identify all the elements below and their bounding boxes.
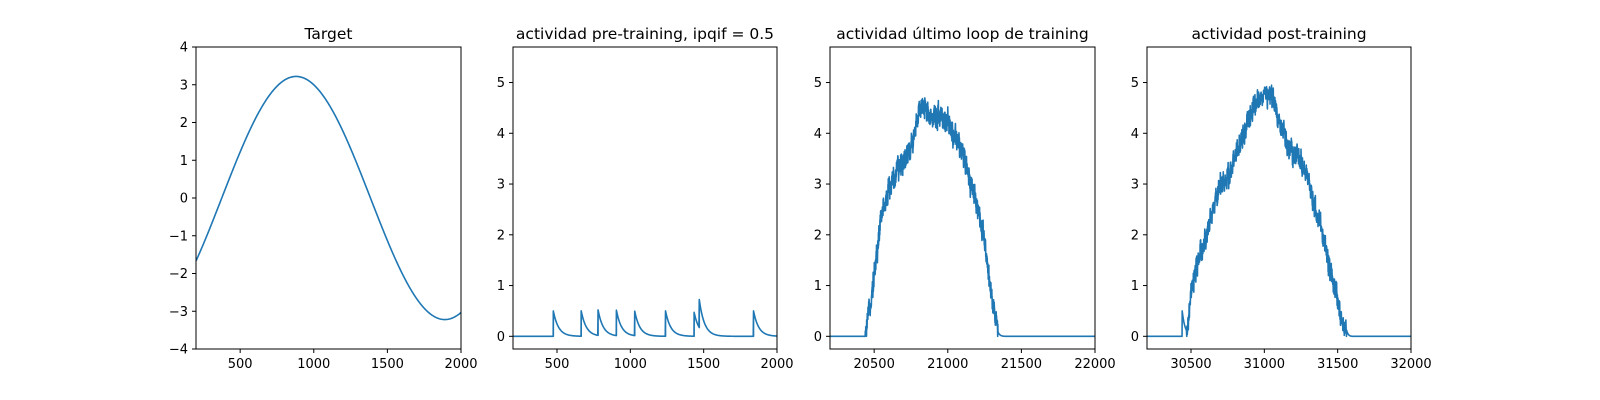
y-tick-label: 5 — [497, 76, 505, 91]
y-tick-label: 2 — [1131, 228, 1139, 243]
y-tick-label: 0 — [497, 330, 505, 345]
y-tick-label: 3 — [814, 178, 822, 193]
x-tick-label: 500 — [228, 357, 253, 372]
y-tick-label: −2 — [169, 267, 188, 282]
y-tick-label: 2 — [497, 228, 505, 243]
series-line — [513, 298, 777, 338]
y-tick-label: 3 — [180, 78, 188, 93]
x-tick-label: 2000 — [444, 357, 477, 372]
x-tick-label: 31000 — [1244, 357, 1285, 372]
y-tick-label: 1 — [497, 279, 505, 294]
panel-1: 500 1000 1500 2000 −4 −3 −2 −1 0 1 2 3 4 Target — [169, 25, 478, 372]
x-tick-label: 1000 — [614, 357, 647, 372]
panel-4: 30500 31000 31500 32000 0 1 2 3 4 5 actividad post… — [1131, 25, 1432, 372]
x-tick-label: 32000 — [1390, 357, 1431, 372]
y-tick-label: 5 — [1131, 76, 1139, 91]
panel-3: 20500 21000 21500 22000 0 1 2 3 4 5 actividad últi… — [814, 25, 1116, 372]
x-tick-label: 21500 — [1001, 357, 1042, 372]
y-tick-label: 3 — [1131, 178, 1139, 193]
y-tick-label: −4 — [169, 343, 188, 358]
panel-2: 500 1000 1500 2000 0 1 2 3 4 5 actividad pre-train… — [497, 25, 794, 372]
y-tick-label: −1 — [169, 229, 188, 244]
y-tick-label: 1 — [814, 279, 822, 294]
axes-frame — [1146, 46, 1412, 350]
x-tick-label: 21000 — [927, 357, 968, 372]
y-tick-label: 0 — [1131, 330, 1139, 345]
panel-title: actividad pre-training, ipqif = 0.5 — [516, 25, 774, 43]
y-tick-label: 2 — [180, 116, 188, 131]
y-tick-label: 0 — [180, 192, 188, 207]
x-tick-label: 500 — [545, 357, 570, 372]
x-tick-label: 22000 — [1074, 357, 1115, 372]
x-tick-label: 20500 — [853, 357, 894, 372]
panel-title: actividad último loop de training — [836, 25, 1088, 43]
x-tick-label: 30500 — [1170, 357, 1211, 372]
x-tick-label: 31500 — [1317, 357, 1358, 372]
series-line — [196, 75, 461, 321]
series-line — [830, 97, 1095, 338]
axes-frame — [829, 46, 1096, 350]
y-tick-label: 0 — [814, 330, 822, 345]
axes-frame — [512, 46, 778, 350]
x-tick-label: 1500 — [371, 357, 404, 372]
y-tick-label: 5 — [814, 76, 822, 91]
panel-title: actividad post-training — [1191, 25, 1366, 43]
y-tick-label: 4 — [814, 127, 822, 142]
y-tick-label: 1 — [1131, 279, 1139, 294]
y-tick-label: −3 — [169, 305, 188, 320]
x-tick-label: 1000 — [297, 357, 330, 372]
x-tick-label: 1500 — [687, 357, 720, 372]
y-tick-label: 3 — [497, 178, 505, 193]
y-tick-label: 4 — [180, 41, 188, 56]
y-tick-label: 1 — [180, 154, 188, 169]
x-tick-label: 2000 — [760, 357, 793, 372]
y-tick-label: 4 — [497, 127, 505, 142]
panel-title: Target — [304, 25, 353, 43]
y-tick-label: 4 — [1131, 127, 1139, 142]
y-tick-label: 2 — [814, 228, 822, 243]
series-line — [1147, 84, 1411, 338]
